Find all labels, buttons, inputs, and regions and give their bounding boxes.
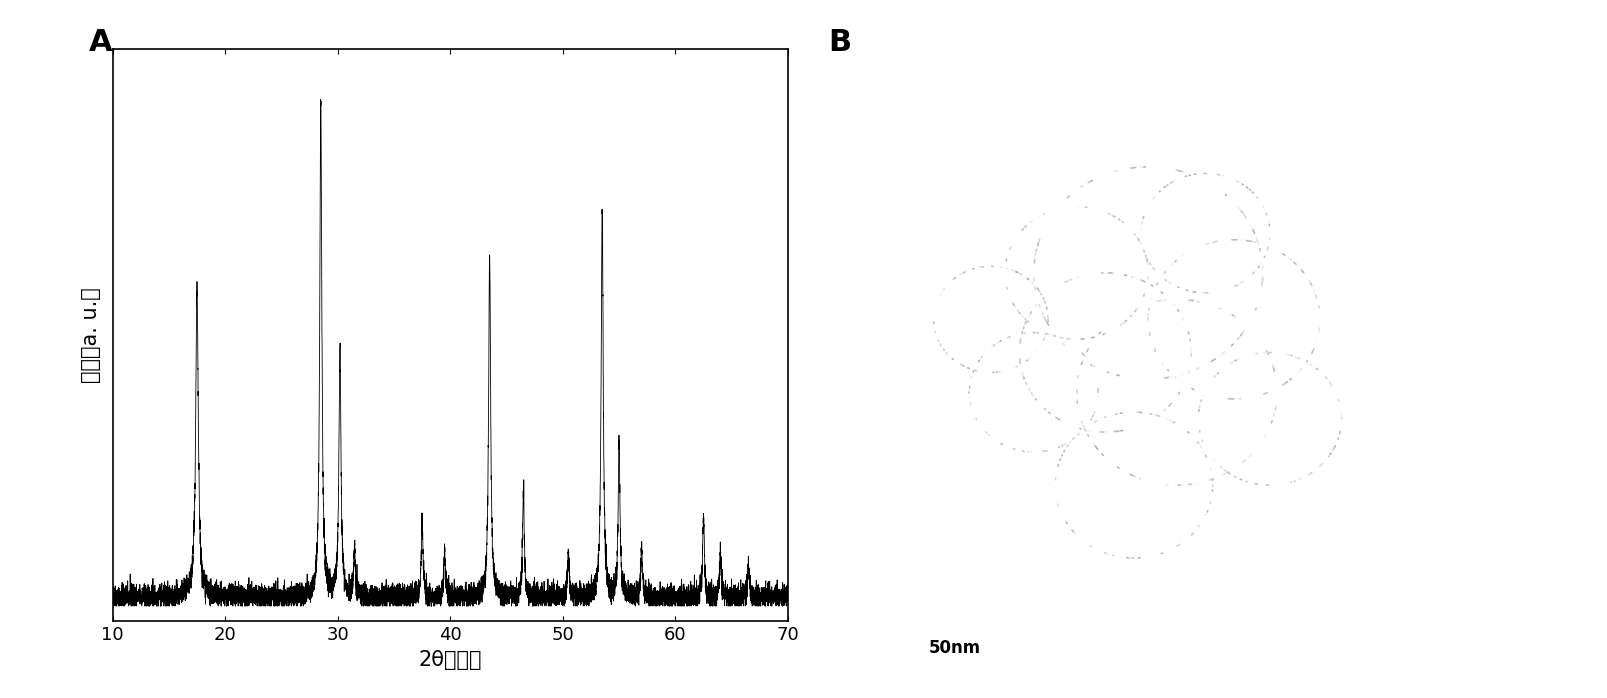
FancyBboxPatch shape [887,621,1022,674]
Y-axis label: 强度（a. u.）: 强度（a. u.） [82,287,101,383]
Polygon shape [876,21,961,101]
X-axis label: 2θ（度）: 2θ（度） [418,650,482,669]
Text: A: A [88,28,112,57]
Text: B: B [828,28,850,57]
Text: 50nm: 50nm [929,639,980,657]
